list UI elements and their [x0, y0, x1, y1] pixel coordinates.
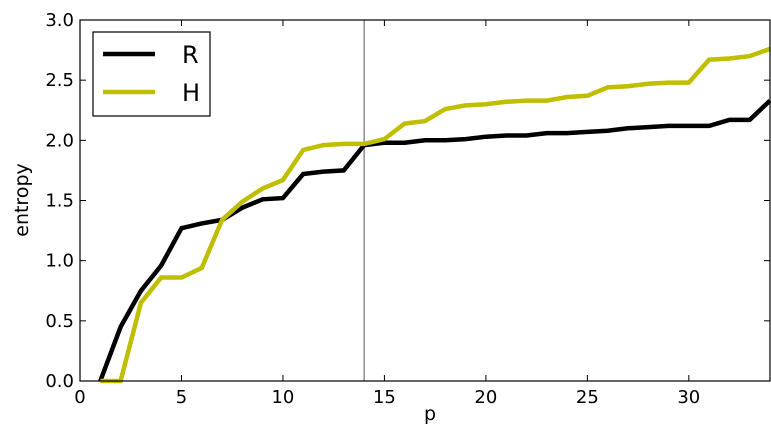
y-tick-label: 2.5 [45, 70, 74, 91]
x-tick-label: 20 [474, 387, 497, 408]
y-tick-label: 1.5 [45, 191, 74, 212]
series-line-R [98, 98, 771, 382]
x-tick-label: 5 [176, 387, 187, 408]
y-tick-label: 1.0 [45, 251, 74, 272]
legend-label-R: R [182, 41, 199, 69]
y-tick-label: 0.0 [45, 371, 74, 392]
legend-label-H: H [182, 79, 200, 107]
y-axis-label: entropy [11, 163, 33, 237]
axes: 0 5 10 15 20 25 30 0.0 0.5 1.0 1.5 2.0 2.5 3.0 [45, 10, 771, 408]
x-tick-label: 0 [74, 387, 85, 408]
plot-area [98, 20, 771, 384]
x-tick-label: 10 [271, 387, 294, 408]
x-axis-label: p [424, 403, 436, 425]
x-tick-label: 30 [677, 387, 700, 408]
legend: RH [92, 31, 211, 117]
legend-box [92, 31, 211, 117]
x-tick-label: 25 [576, 387, 599, 408]
series-line-H [100, 46, 771, 384]
y-tick-label: 0.5 [45, 311, 74, 332]
y-tick-label: 2.0 [45, 130, 74, 151]
x-tick-label: 15 [373, 387, 396, 408]
y-tick-label: 3.0 [45, 10, 74, 31]
